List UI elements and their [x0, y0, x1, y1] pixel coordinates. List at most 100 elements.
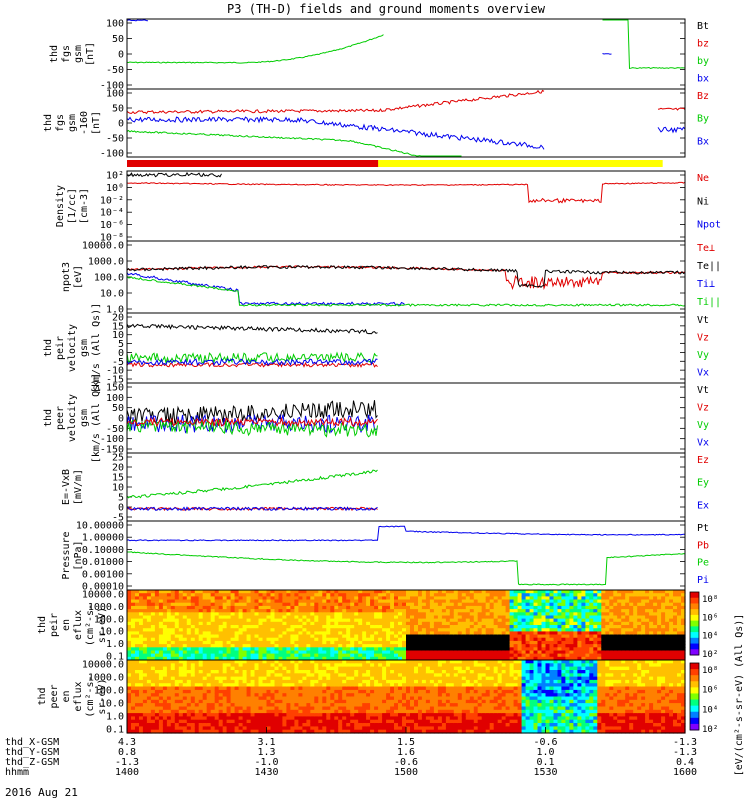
spec-cell [358, 631, 363, 636]
ylabel-line: sr-eV) [97, 607, 108, 643]
spec-cell [210, 726, 216, 731]
panel-frame [126, 452, 686, 522]
spec-cell [150, 663, 156, 668]
spec-cell [294, 653, 299, 658]
spec-cell [677, 631, 682, 636]
spec-cell [178, 650, 184, 655]
spec-cell [414, 686, 419, 691]
spec-cell [613, 650, 618, 655]
spec-cell [669, 653, 674, 658]
spec-cell [390, 703, 395, 707]
spec-cell [390, 676, 395, 681]
spec-cell [142, 689, 148, 694]
spec-cell [465, 656, 471, 661]
spec-cell [406, 612, 411, 617]
spec-cell [166, 719, 172, 724]
spec-cell [477, 653, 483, 658]
spec-cell [302, 709, 307, 714]
ytick-label: -5 [112, 513, 124, 524]
spec-cell [294, 683, 299, 688]
spec-cell [226, 716, 232, 721]
spec-cell [139, 689, 144, 694]
spec-cell [306, 653, 311, 658]
spec-cell [553, 650, 559, 655]
spec-cell [214, 640, 220, 645]
spec-cell [489, 590, 495, 594]
spec-cell [135, 628, 140, 632]
spec-cell [338, 663, 343, 668]
spec-cell [135, 706, 140, 711]
spec-cell [677, 653, 682, 658]
spec-cell [441, 612, 447, 617]
spec-cell [302, 621, 307, 626]
spec-cell [322, 634, 327, 639]
spec-cell [190, 596, 196, 601]
spec-cell [326, 602, 331, 607]
spec-cell [378, 660, 383, 664]
panel-frame [126, 88, 686, 158]
spec-cell [190, 609, 196, 613]
spec-cell [127, 706, 132, 711]
spec-cell [166, 699, 172, 704]
spec-cell [314, 612, 319, 617]
spec-cell [226, 653, 232, 658]
spec-cell [354, 599, 359, 604]
spec-cell [513, 590, 519, 594]
spec-cell [258, 683, 264, 688]
spec-cell [493, 596, 499, 601]
spec-cell [246, 723, 252, 727]
spec-cell [382, 625, 387, 629]
spec-cell [390, 618, 395, 623]
spec-cell [290, 644, 295, 648]
spec-cell [270, 713, 276, 717]
spec-cell [390, 679, 395, 684]
spec-cell [258, 699, 264, 704]
spec-cell [350, 650, 355, 655]
spec-cell [162, 618, 168, 623]
spec-cell [394, 599, 399, 604]
spec-cell [158, 693, 164, 698]
spec-cell [601, 602, 606, 607]
spec-cell [553, 596, 559, 601]
ytick-label: 0.00100 [82, 569, 124, 580]
spec-cell [142, 637, 148, 642]
spec-cell [465, 650, 471, 655]
spec-cell [146, 723, 152, 727]
spec-cell [338, 599, 343, 604]
spec-cell [294, 709, 299, 714]
spec-cell [286, 596, 291, 601]
spec-cell [449, 644, 455, 648]
spec-cell [609, 596, 614, 601]
ylabel-line: gsm [67, 114, 78, 132]
spec-cell [449, 634, 455, 639]
spec-cell [390, 590, 395, 594]
spec-cell [250, 615, 256, 620]
spec-cell [262, 634, 268, 639]
spec-cell [194, 676, 200, 681]
spec-cell [127, 640, 132, 645]
spec-cell [230, 605, 236, 610]
spec-cell [362, 599, 367, 604]
ytick-label: 150 [106, 383, 124, 394]
spec-cell [222, 729, 228, 734]
spec-cell [677, 640, 682, 645]
spec-cell [501, 647, 507, 652]
spec-cell [222, 693, 228, 698]
spec-cell [425, 593, 431, 597]
spec-cell [286, 631, 291, 636]
spec-cell [374, 590, 379, 594]
spec-cell [597, 593, 602, 597]
spec-cell [673, 637, 678, 642]
spec-cell [394, 647, 399, 652]
spec-cell [146, 644, 152, 648]
ytick-label: -50 [106, 134, 124, 145]
spec-cell [202, 640, 208, 645]
spec-cell [677, 599, 682, 604]
spec-cell [465, 593, 471, 597]
spec-cell [569, 640, 574, 645]
spec-cell [342, 699, 347, 704]
spec-cell [378, 647, 383, 652]
spec-cell [489, 602, 495, 607]
spec-cell [585, 637, 590, 642]
spec-cell [322, 683, 327, 688]
